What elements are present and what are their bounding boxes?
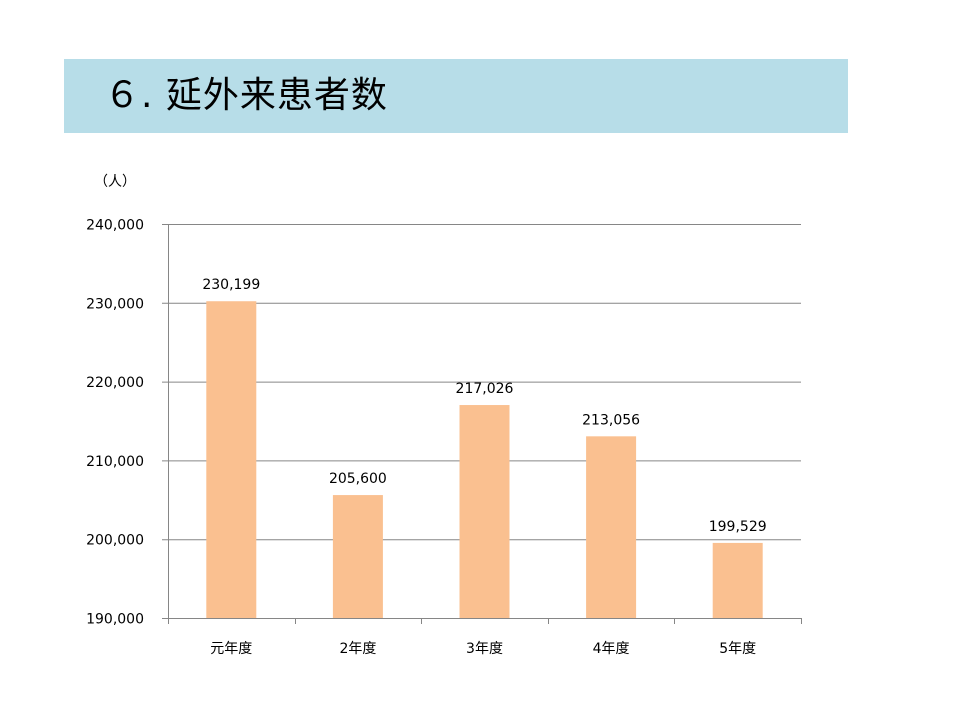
bars xyxy=(206,301,763,618)
bar xyxy=(712,542,763,618)
bar xyxy=(586,436,637,618)
x-category-label: 元年度 xyxy=(210,641,252,657)
y-tick-label: 220,000 xyxy=(86,375,144,391)
y-tick-label: 240,000 xyxy=(86,218,144,234)
data-label: 213,056 xyxy=(582,412,640,428)
y-tick-label: 200,000 xyxy=(86,533,144,549)
axes xyxy=(168,224,802,624)
bar xyxy=(459,405,510,618)
data-label: 230,199 xyxy=(202,277,260,293)
page-title: ６. 延外来患者数 xyxy=(104,75,388,116)
x-category-label: 5年度 xyxy=(719,641,756,657)
bar xyxy=(332,495,383,618)
x-category-label: 4年度 xyxy=(593,641,630,657)
x-category-label: 2年度 xyxy=(339,641,376,657)
labels: 190,000 200,000 210,000 220,000 230,000 240,0… xyxy=(86,218,767,658)
y-tick-label: 190,000 xyxy=(86,612,144,628)
y-tick-label: 230,000 xyxy=(86,296,144,312)
title-band xyxy=(64,59,848,133)
data-label: 199,529 xyxy=(709,519,767,535)
y-tick-label: 210,000 xyxy=(86,454,144,470)
bar xyxy=(206,301,257,618)
data-label: 217,026 xyxy=(456,381,514,397)
x-category-label: 3年度 xyxy=(466,641,503,657)
data-label: 205,600 xyxy=(329,471,387,487)
y-axis-unit-label: （人） xyxy=(94,174,136,190)
